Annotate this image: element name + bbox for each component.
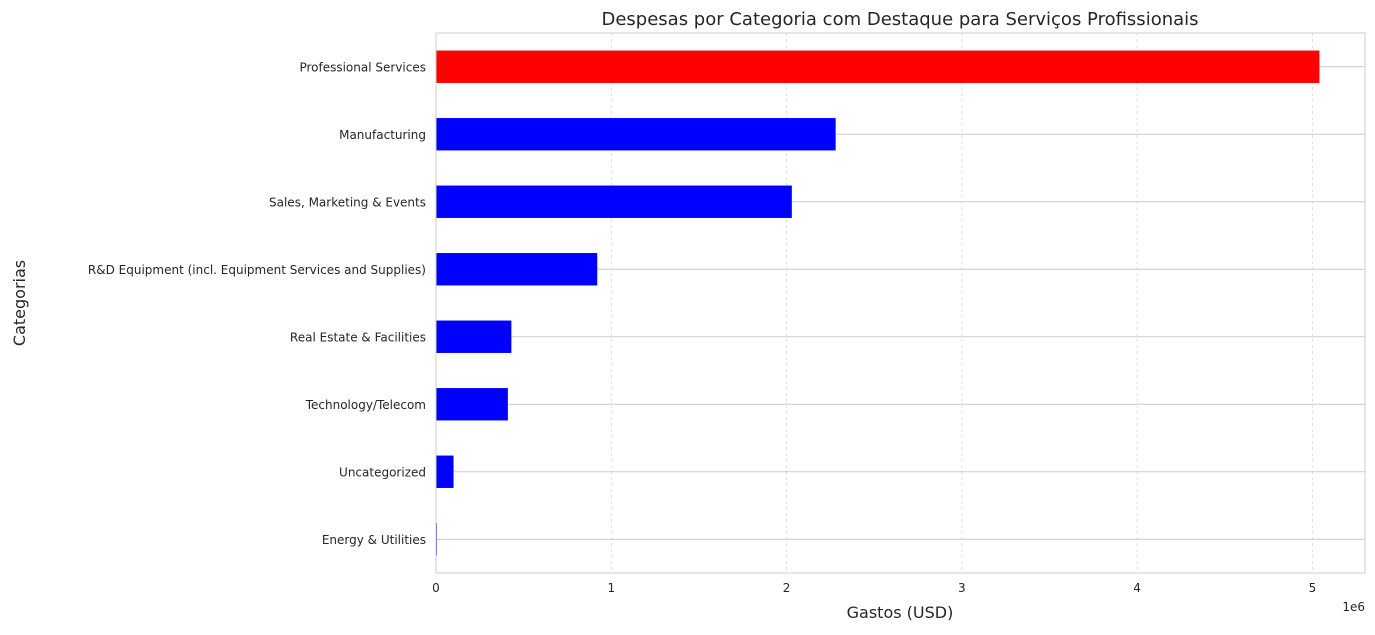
plot-frame [435,32,1366,574]
chart-title: Despesas por Categoria com Destaque para… [601,9,1198,30]
x-tick-label: 2 [783,581,791,595]
x-offset-label: 1e6 [1342,600,1365,614]
bar [436,455,454,488]
y-tick-label: Real Estate & Facilities [290,330,426,344]
bar [436,50,1320,83]
y-tick-label: Technology/Telecom [305,398,426,412]
x-tick-label: 3 [958,581,966,595]
bar [436,185,792,218]
x-tick-labels: 0 1 2 3 4 5 [432,581,1316,595]
y-tick-label: Sales, Marketing & Events [269,195,426,209]
y-tick-label: R&D Equipment (incl. Equipment Services … [88,263,426,277]
bars-layer [436,50,1320,556]
y-tick-label: Professional Services [299,60,426,74]
bar [436,118,836,151]
y-axis-label: Categorias [10,260,29,346]
bar [436,253,598,286]
x-tick-label: 5 [1309,581,1317,595]
x-tick-label: 4 [1133,581,1141,595]
x-tick-label: 0 [432,581,440,595]
y-tick-labels: Professional Services Manufacturing Sales,… [88,60,426,547]
y-tick-label: Uncategorized [339,465,426,479]
grid-layer [435,33,1365,573]
x-axis-label: Gastos (USD) [847,603,954,622]
y-tick-label: Manufacturing [339,128,426,142]
y-tick-label: Energy & Utilities [322,533,426,547]
x-tick-label: 1 [607,581,615,595]
bar [436,388,508,421]
bar [436,320,512,353]
